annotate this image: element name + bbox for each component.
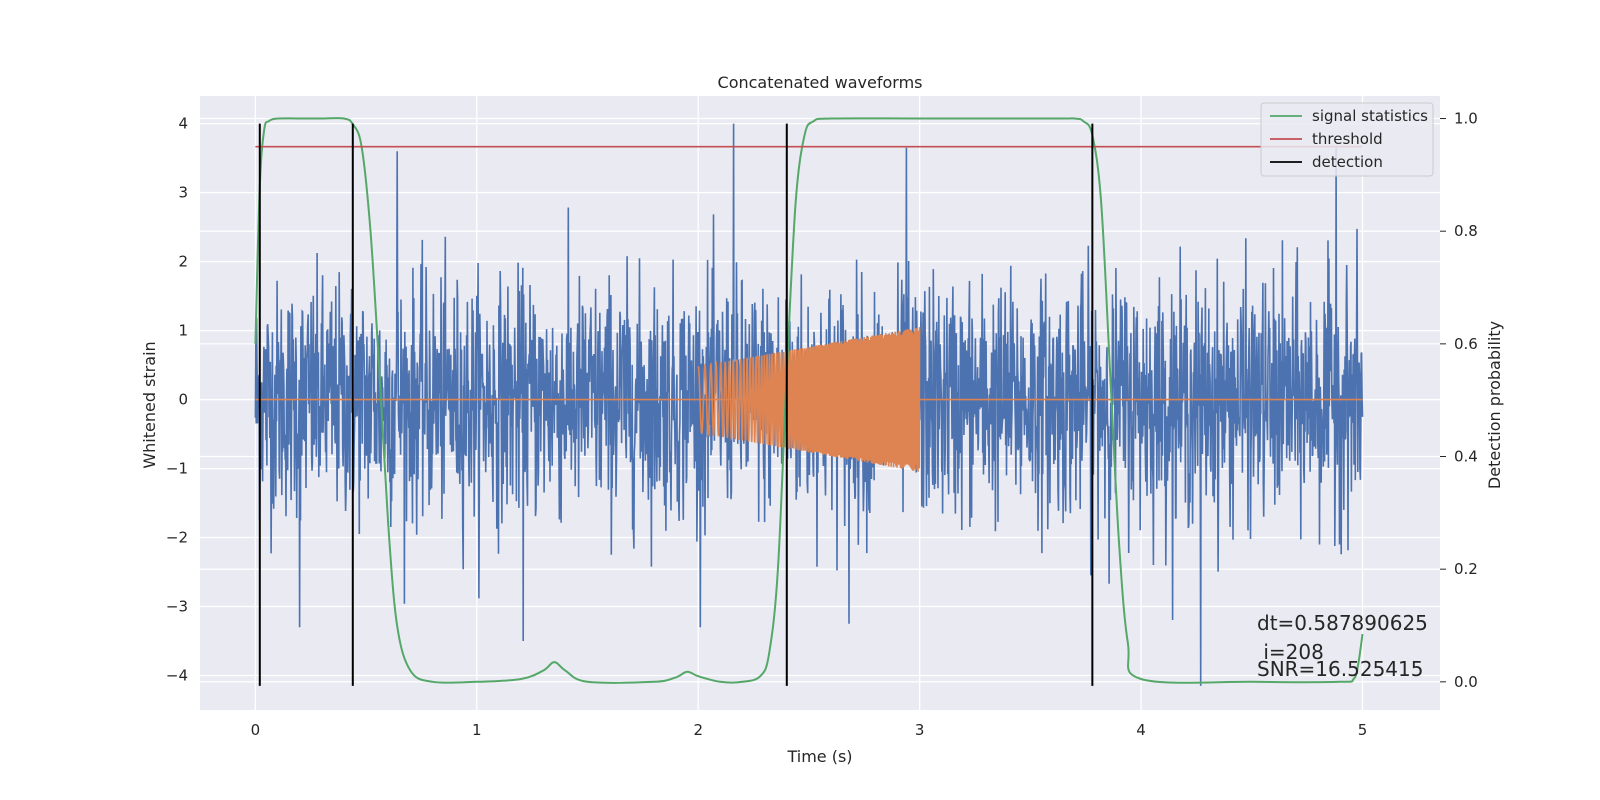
y2-tick-label: 0.0 [1454, 673, 1478, 691]
legend-label-threshold: threshold [1312, 130, 1383, 148]
y2-tick-label: 1.0 [1454, 110, 1478, 128]
y2-axis-label: Detection probability [1485, 321, 1504, 489]
y-tick-label: −2 [166, 529, 188, 547]
x-tick-label: 5 [1358, 721, 1368, 739]
y-tick-label: 1 [178, 322, 188, 340]
y-tick-label: −1 [166, 460, 188, 478]
detection-series [258, 123, 1094, 686]
y-tick-label: 3 [178, 184, 188, 202]
x-tick-label: 1 [472, 721, 482, 739]
y-axis-left: 4 3 2 1 0 −1 −2 −3 −4 [166, 115, 188, 685]
template-chirp [697, 327, 921, 472]
x-tick-label: 2 [693, 721, 703, 739]
y2-tick-label: 0.8 [1454, 222, 1478, 240]
annotation-index: i=208 [1257, 640, 1324, 664]
y-tick-label: −4 [166, 667, 188, 685]
x-tick-label: 3 [915, 721, 925, 739]
grid [200, 96, 1440, 710]
x-axis-label: Time (s) [786, 747, 852, 766]
y-axis-label: Whitened strain [140, 341, 159, 468]
legend-label-detection: detection [1312, 153, 1383, 171]
annotation-dt: dt=0.587890625 [1257, 611, 1428, 635]
y-axis-right: 1.0 0.8 0.6 0.4 0.2 0.0 [1440, 110, 1478, 691]
y2-tick-label: 0.6 [1454, 335, 1478, 353]
legend: signal statistics threshold detection [1260, 102, 1434, 177]
y-tick-label: 0 [178, 391, 188, 409]
signal-statistics-series [254, 117, 1364, 684]
signal-statistics-line [254, 117, 1364, 684]
chart-title: Concatenated waveforms [718, 73, 923, 92]
legend-box [1260, 102, 1434, 177]
y-tick-label: −3 [166, 598, 188, 616]
legend-label-signal-statistics: signal statistics [1312, 107, 1428, 125]
y2-tick-label: 0.4 [1454, 448, 1478, 466]
annotation-snr: SNR=16.525415 [1257, 657, 1423, 681]
y-tick-label: 2 [178, 253, 188, 271]
template-series [255, 327, 1363, 472]
x-axis: 0 1 2 3 4 5 [251, 721, 1368, 739]
y2-tick-label: 0.2 [1454, 560, 1478, 578]
y-tick-label: 4 [178, 115, 188, 133]
x-tick-label: 0 [251, 721, 261, 739]
x-tick-label: 4 [1136, 721, 1146, 739]
